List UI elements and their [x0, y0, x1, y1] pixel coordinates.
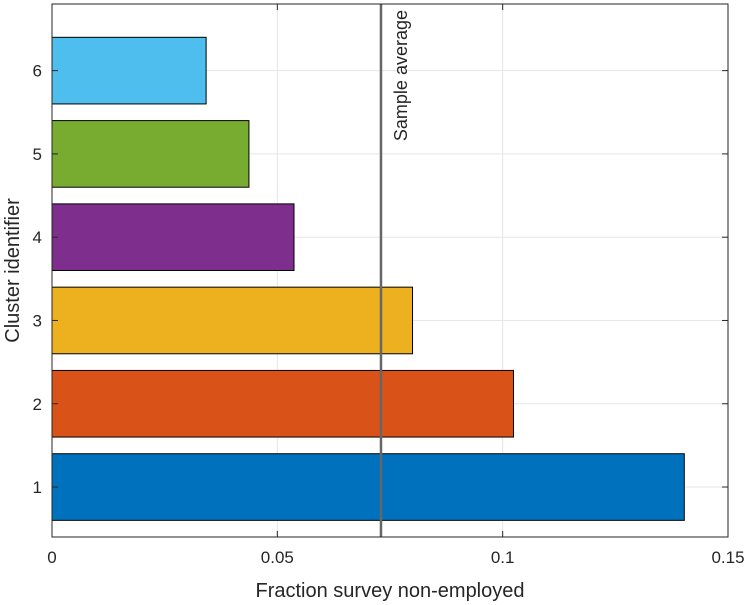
bar	[51, 120, 250, 188]
y-tick-label: 3	[33, 311, 42, 330]
bar	[51, 286, 414, 355]
y-tick-label: 6	[33, 62, 42, 81]
axes: 0 0.05 0.1 0.15 1 2 3 4 5 6	[33, 3, 745, 567]
bar	[51, 453, 685, 521]
x-tick-label: 0	[47, 548, 56, 567]
x-tick-label: 0.1	[491, 548, 515, 567]
bar	[51, 369, 514, 438]
y-axis-label: Cluster identifier	[2, 198, 24, 343]
bar	[51, 36, 207, 105]
y-tick-label: 2	[33, 395, 42, 414]
y-tick-label: 5	[33, 145, 42, 164]
bar	[51, 203, 295, 271]
x-tick-label: 0.15	[711, 548, 744, 567]
y-tick-label: 1	[33, 478, 42, 497]
y-tick-label: 4	[33, 228, 42, 247]
axes-box	[51, 3, 729, 538]
bars	[51, 36, 685, 521]
reference-line-label: Sample average	[391, 10, 411, 141]
x-axis-label: Fraction survey non-employed	[255, 580, 524, 602]
labels: Fraction survey non-employed Cluster ide…	[2, 10, 525, 602]
x-tick-label: 0.05	[261, 548, 294, 567]
